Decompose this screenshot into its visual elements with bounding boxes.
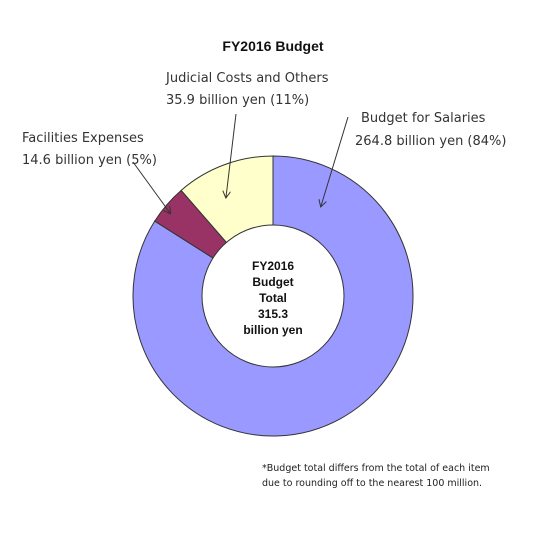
slice-label-salaries: Budget for Salaries 264.8 billion yen (8…	[355, 111, 506, 149]
leader-line-facilities	[132, 161, 170, 213]
center-label-line: Total	[259, 291, 287, 305]
center-label-line: billion yen	[243, 323, 302, 337]
slice-label-value: 264.8 billion yen (84%)	[355, 134, 506, 149]
footnote: *Budget total differs from the total of …	[262, 463, 490, 489]
center-label-line: FY2016	[252, 259, 294, 273]
slice-salaries	[132, 155, 414, 437]
slice-label-judicial: Judicial Costs and Others 35.9 billion y…	[165, 71, 329, 108]
leader-line-salaries	[321, 116, 349, 206]
footnote-line: due to rounding off to the nearest 100 m…	[262, 478, 482, 489]
chart-title: FY2016 Budget	[222, 38, 323, 54]
donut-hole	[201, 224, 345, 368]
leader-line-judicial	[226, 113, 237, 197]
slice-label-value: 35.9 billion yen (11%)	[166, 93, 309, 108]
center-label-total: 315.3	[258, 307, 288, 321]
footnote-line: *Budget total differs from the total of …	[262, 463, 490, 474]
slice-label-name: Facilities Expenses	[22, 131, 144, 146]
center-label: FY2016 Budget Total 315.3 billion yen	[243, 259, 302, 337]
slice-label-name: Budget for Salaries	[361, 111, 486, 126]
slice-label-name: Judicial Costs and Others	[165, 71, 329, 86]
center-label-line: Budget	[252, 275, 293, 289]
slice-label-value: 14.6 billion yen (5%)	[22, 153, 157, 168]
slice-label-facilities: Facilities Expenses 14.6 billion yen (5%…	[22, 131, 157, 168]
